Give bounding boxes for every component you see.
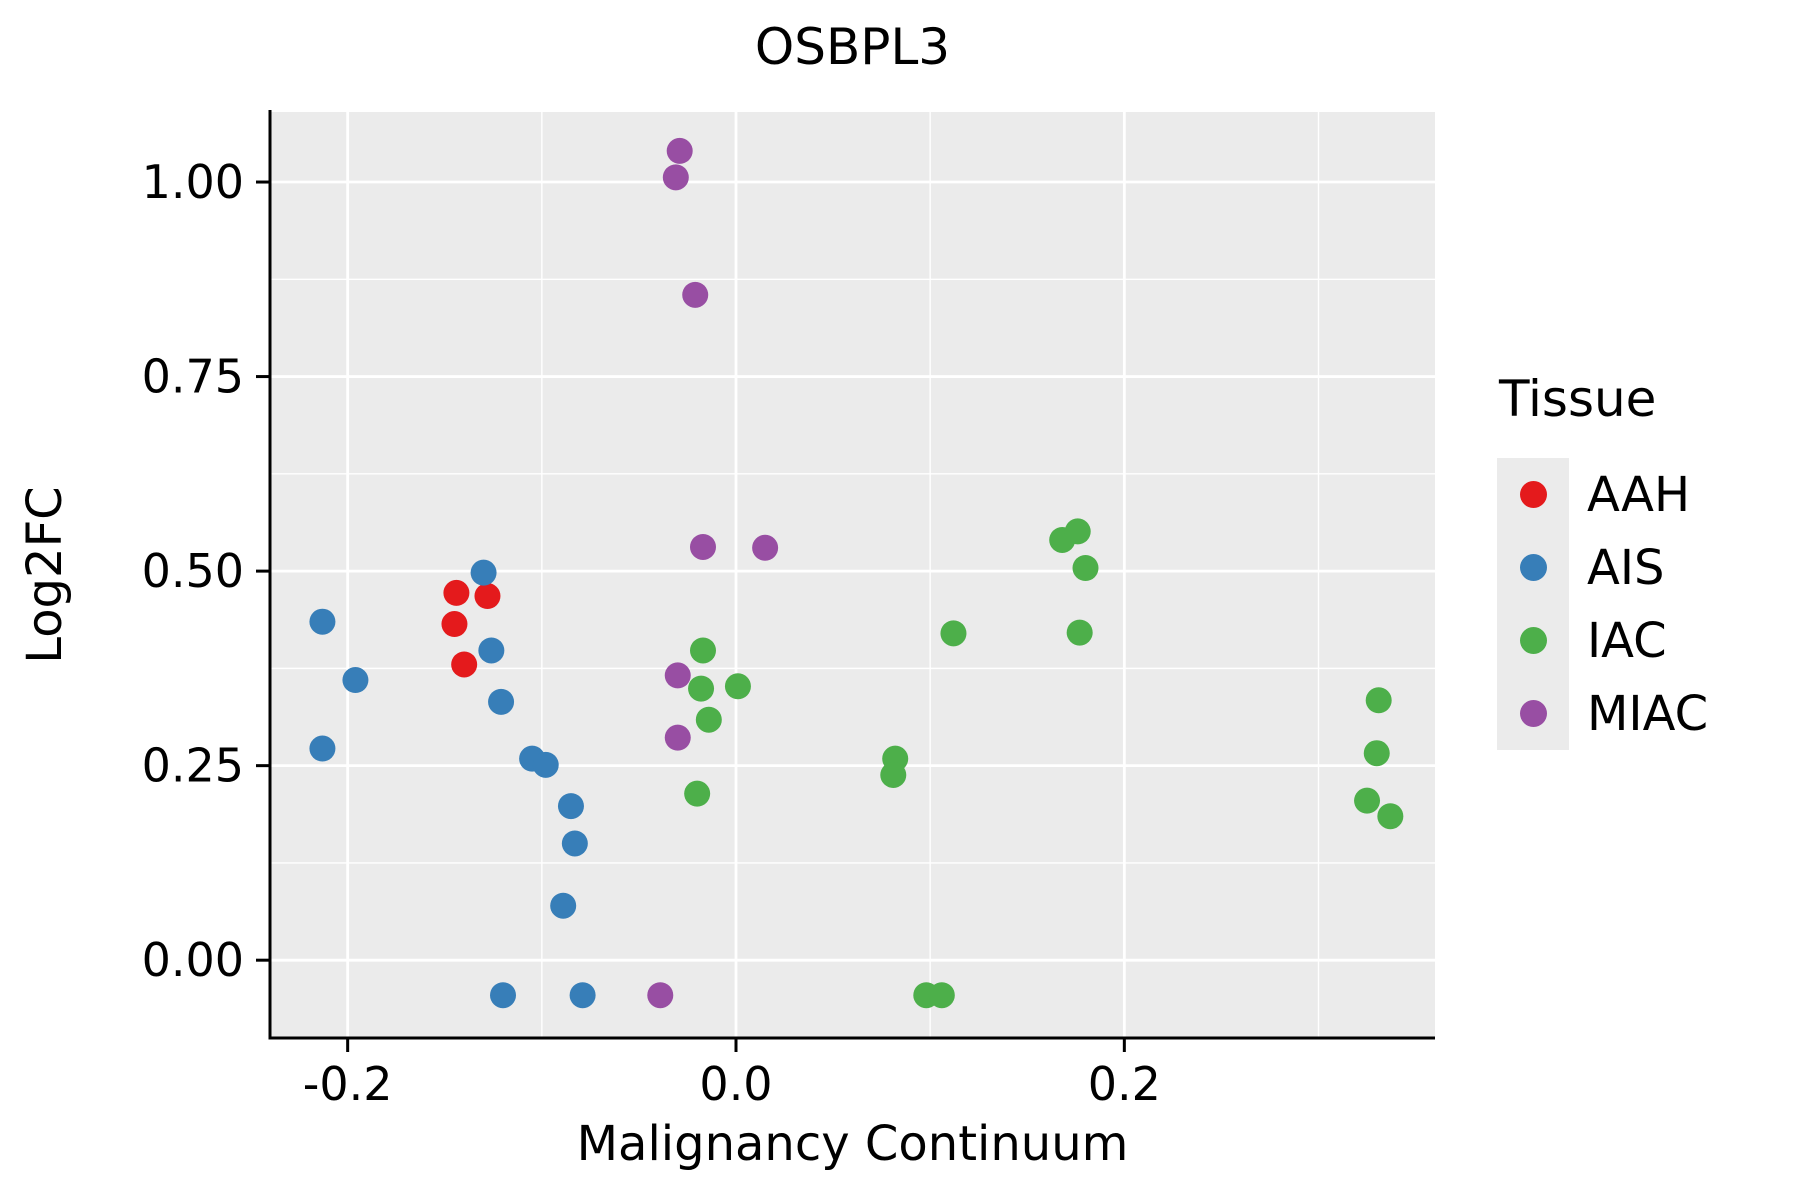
legend-label: AAH bbox=[1587, 466, 1691, 523]
data-point-ais bbox=[470, 559, 497, 586]
legend-entries: AAH AIS IAC MIAC bbox=[1497, 458, 1708, 750]
legend-dot-icon bbox=[1519, 627, 1547, 654]
data-point-iac bbox=[1363, 740, 1390, 767]
legend-entry-iac: IAC bbox=[1497, 604, 1708, 677]
x-tick-label: -0.2 bbox=[303, 1057, 393, 1111]
data-point-iac bbox=[940, 620, 967, 647]
legend-key bbox=[1497, 677, 1569, 750]
data-point-aah bbox=[443, 579, 470, 606]
legend-label: AIS bbox=[1587, 539, 1665, 596]
data-point-ais bbox=[488, 688, 515, 715]
data-point-miac bbox=[682, 281, 709, 308]
data-point-ais bbox=[561, 830, 588, 857]
y-tick-label: 1.00 bbox=[142, 155, 244, 209]
legend-label: MIAC bbox=[1587, 685, 1709, 742]
data-point-miac bbox=[662, 164, 689, 191]
data-point-iac bbox=[1354, 787, 1381, 814]
data-point-iac bbox=[880, 761, 907, 788]
data-point-aah bbox=[441, 611, 468, 638]
legend-entry-ais: AIS bbox=[1497, 531, 1708, 604]
data-point-iac bbox=[1064, 518, 1091, 545]
legend-dot-icon bbox=[1519, 554, 1547, 581]
data-point-ais bbox=[342, 667, 369, 694]
legend-key bbox=[1497, 604, 1569, 677]
data-point-ais bbox=[478, 637, 505, 664]
data-point-iac bbox=[689, 637, 716, 664]
legend-dot-icon bbox=[1519, 481, 1547, 508]
legend-dot-icon bbox=[1519, 700, 1547, 727]
data-point-ais bbox=[550, 892, 577, 919]
y-tick-label: 0.00 bbox=[142, 933, 244, 987]
data-point-ais bbox=[569, 982, 596, 1009]
data-point-ais bbox=[557, 793, 584, 820]
data-point-miac bbox=[666, 137, 693, 164]
data-point-miac bbox=[664, 724, 691, 751]
x-axis-label: Malignancy Continuum bbox=[576, 1116, 1129, 1172]
data-point-aah bbox=[451, 651, 478, 678]
data-point-iac bbox=[688, 675, 715, 702]
data-point-miac bbox=[689, 533, 716, 560]
legend-title: Tissue bbox=[1499, 370, 1657, 428]
data-point-iac bbox=[1377, 803, 1404, 830]
legend-label: IAC bbox=[1587, 612, 1667, 669]
data-point-miac bbox=[752, 534, 779, 561]
data-point-iac bbox=[1066, 619, 1093, 646]
data-point-iac bbox=[1365, 687, 1392, 714]
data-point-ais bbox=[490, 982, 516, 1009]
data-point-miac bbox=[647, 982, 674, 1009]
chart-title: OSBPL3 bbox=[754, 18, 951, 76]
y-tick-label: 0.25 bbox=[142, 739, 244, 793]
legend-entry-aah: AAH bbox=[1497, 458, 1708, 531]
data-point-iac bbox=[684, 780, 711, 807]
plot-panel bbox=[270, 112, 1435, 1038]
legend: Tissue AAH AIS IAC MIAC bbox=[1497, 370, 1708, 750]
data-point-iac bbox=[695, 706, 722, 733]
data-point-ais bbox=[532, 751, 559, 778]
y-axis-label: Log2FC bbox=[17, 486, 73, 664]
y-tick-label: 0.75 bbox=[142, 350, 244, 404]
data-point-iac bbox=[1072, 554, 1099, 581]
data-point-ais bbox=[309, 735, 336, 762]
data-point-aah bbox=[474, 583, 501, 610]
data-point-ais bbox=[309, 608, 336, 635]
x-tick-label: 0.2 bbox=[1088, 1057, 1161, 1111]
legend-entry-miac: MIAC bbox=[1497, 677, 1708, 750]
data-point-iac bbox=[724, 673, 751, 700]
legend-key bbox=[1497, 531, 1569, 604]
x-tick-label: 0.0 bbox=[699, 1057, 772, 1111]
data-point-iac bbox=[928, 982, 955, 1009]
legend-key bbox=[1497, 458, 1569, 531]
data-point-miac bbox=[664, 662, 691, 689]
y-tick-label: 0.50 bbox=[142, 544, 244, 598]
